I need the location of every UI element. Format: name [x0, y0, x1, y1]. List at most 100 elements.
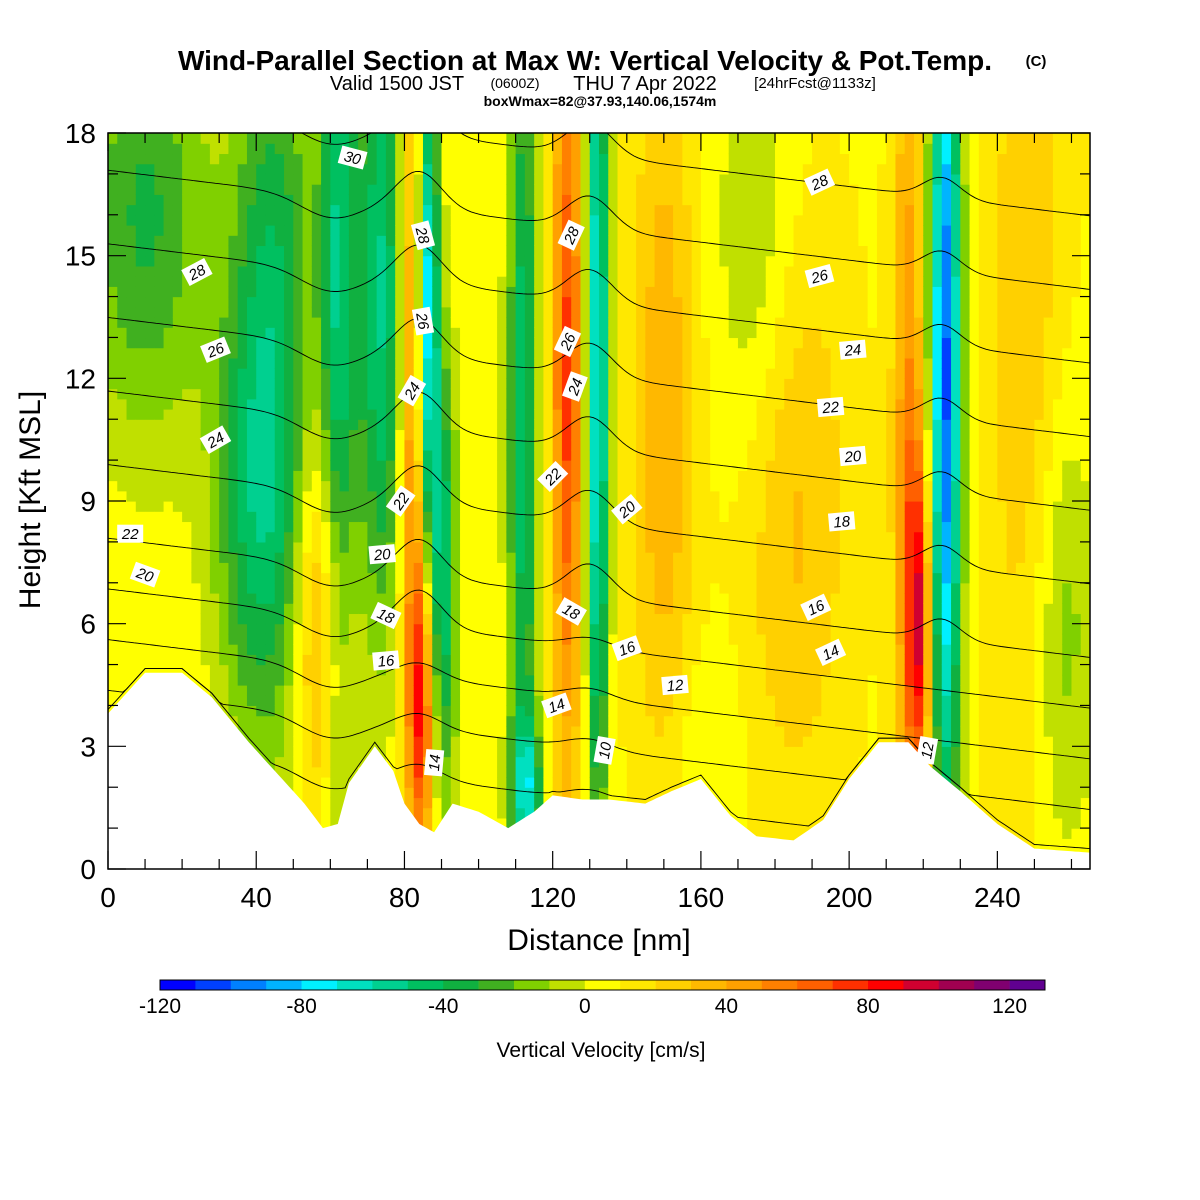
w-cell [413, 756, 424, 768]
w-cell [228, 439, 239, 451]
w-cell [478, 357, 489, 369]
valid-time-line: Valid 1500 JST (0600Z) THU 7 Apr 2022 [2… [330, 73, 876, 95]
w-cell [460, 541, 470, 553]
w-cell [506, 705, 517, 717]
w-cell [432, 173, 443, 185]
w-cell [404, 460, 415, 471]
w-cell [645, 225, 656, 236]
w-cell [552, 204, 563, 216]
w-cell [432, 296, 443, 308]
w-cell [385, 173, 396, 185]
w-cell [321, 409, 331, 420]
w-cell [228, 715, 239, 727]
w-cell [478, 398, 489, 410]
w-cell [404, 511, 415, 523]
w-cell [626, 306, 637, 318]
w-cell [469, 163, 480, 175]
w-cell [599, 276, 609, 287]
w-cell [367, 511, 378, 523]
w-cell [200, 337, 211, 349]
w-cell [552, 163, 563, 175]
w-cell [237, 664, 248, 676]
w-cell [422, 511, 433, 523]
w-cell [182, 194, 192, 206]
w-cell [293, 378, 304, 390]
w-cell [422, 736, 433, 747]
w-cell [608, 613, 619, 625]
w-cell [608, 623, 619, 635]
w-cell [515, 623, 526, 635]
w-cell [422, 674, 433, 686]
w-cell [497, 756, 507, 768]
w-cell [617, 664, 628, 676]
w-cell [580, 705, 591, 717]
w-cell [330, 409, 341, 420]
w-cell [274, 194, 285, 206]
w-cell [302, 787, 313, 799]
w-cell [543, 562, 554, 574]
w-cell [163, 511, 174, 523]
w-cell [376, 225, 387, 236]
w-cell [524, 163, 535, 175]
w-cell [385, 429, 396, 441]
w-cell [108, 368, 118, 379]
w-cell [274, 276, 285, 287]
w-cell [348, 582, 359, 594]
w-cell [506, 736, 517, 747]
w-cell [339, 787, 350, 799]
w-cell [487, 163, 498, 175]
w-cell [626, 725, 637, 737]
w-cell [589, 327, 600, 339]
w-cell [460, 306, 470, 318]
w-cell [265, 593, 276, 604]
w-cell [395, 705, 406, 717]
w-cell [358, 552, 368, 563]
w-cell [478, 235, 489, 247]
w-cell [200, 613, 211, 625]
w-cell [534, 409, 545, 420]
w-cell [700, 480, 711, 492]
w-cell [524, 623, 535, 635]
w-cell [691, 337, 702, 349]
w-cell [663, 541, 674, 553]
w-cell [497, 593, 507, 604]
w-cell [506, 173, 517, 185]
w-cell [330, 347, 341, 359]
w-cell [385, 572, 396, 584]
w-cell [700, 194, 711, 206]
w-cell [737, 787, 748, 799]
w-cell [228, 449, 239, 461]
w-cell [376, 736, 387, 747]
w-cell [552, 225, 563, 236]
w-cell [395, 235, 406, 247]
w-cell [135, 235, 146, 247]
w-cell [710, 409, 721, 420]
w-cell [599, 705, 609, 717]
w-cell [515, 736, 526, 747]
w-cell [728, 214, 739, 226]
w-cell [395, 531, 406, 543]
w-cell [580, 429, 591, 441]
w-cell [154, 562, 165, 574]
w-cell [728, 368, 739, 379]
w-cell [737, 490, 748, 502]
w-cell [441, 194, 452, 206]
w-cell [710, 429, 721, 441]
w-cell [108, 409, 118, 420]
w-cell [691, 368, 702, 379]
w-cell [682, 572, 693, 584]
w-cell [191, 419, 202, 431]
w-cell [728, 204, 739, 216]
w-cell [274, 153, 285, 165]
w-cell [163, 521, 174, 533]
w-cell [589, 664, 600, 676]
w-cell [710, 593, 721, 604]
w-cell [543, 725, 554, 737]
w-cell [469, 644, 480, 655]
w-cell [460, 235, 470, 247]
w-cell [209, 593, 220, 604]
w-cell [422, 153, 433, 165]
w-cell [673, 327, 683, 339]
w-cell [561, 204, 572, 216]
w-cell [330, 685, 341, 696]
